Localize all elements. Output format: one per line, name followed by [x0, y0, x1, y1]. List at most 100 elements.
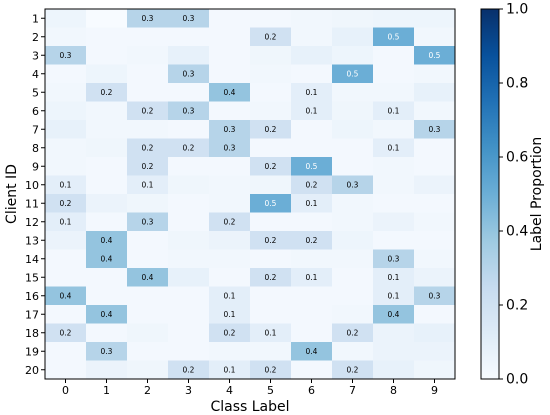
heatmap-cell [414, 64, 456, 84]
cell-value-label: 0.4 [101, 236, 113, 245]
heatmap-cell [373, 175, 415, 195]
heatmap-cell [332, 249, 374, 269]
heatmap-cell [86, 157, 128, 176]
heatmap-cell [291, 46, 333, 65]
heatmap-cell [45, 286, 87, 306]
heatmap-cell [414, 249, 456, 269]
heatmap-cell [414, 83, 456, 102]
heatmap-cell [332, 157, 374, 176]
x-tick-label: 3 [185, 384, 192, 397]
heatmap-cell [332, 64, 374, 84]
heatmap-cell [127, 27, 169, 47]
heatmap-cell [373, 231, 415, 250]
cell-value-label: 0.2 [60, 328, 72, 337]
heatmap-cell [86, 64, 128, 84]
cell-value-label: 0.3 [142, 217, 154, 226]
heatmap-cell [250, 194, 292, 213]
x-tick-label: 9 [431, 384, 438, 397]
heatmap-cell [86, 175, 128, 195]
heatmap-cell [373, 138, 415, 158]
heatmap-cell [127, 64, 169, 84]
heatmap-cell [250, 323, 292, 343]
heatmap-cell [332, 268, 374, 287]
heatmap-cell [291, 83, 333, 102]
heatmap-cell [332, 323, 374, 343]
heatmap-cell [250, 46, 292, 65]
heatmap-cell [127, 360, 169, 380]
cell-value-label: 0.2 [265, 365, 277, 374]
cell-value-label: 0.3 [60, 51, 72, 60]
cell-value-label: 0.1 [224, 310, 236, 319]
y-tick-label: 2 [32, 31, 39, 44]
cell-value-label: 0.3 [224, 143, 236, 152]
heatmap-cell [414, 342, 456, 361]
x-tick-label: 4 [226, 384, 233, 397]
heatmap-cell [291, 249, 333, 269]
heatmap-cell [332, 9, 374, 28]
heatmap-cell [373, 101, 415, 121]
heatmap-cell [291, 175, 333, 195]
heatmap-cell [373, 268, 415, 287]
heatmap-cell [209, 360, 251, 380]
heatmap-cell [86, 101, 128, 121]
heatmap-cell [45, 231, 87, 250]
cell-value-label: 0.3 [347, 180, 359, 189]
colorbar-ticks: 0.0 0.2 0.4 0.6 0.8 1.0 [499, 2, 528, 388]
heatmap-cell [209, 175, 251, 195]
cell-value-label: 0.3 [388, 254, 400, 263]
y-tick-label: 20 [25, 364, 39, 377]
heatmap-cell [291, 342, 333, 361]
cell-value-label: 0.3 [101, 347, 113, 356]
y-tick-label: 16 [25, 290, 39, 303]
heatmap-cell [168, 212, 210, 232]
heatmap-cell [45, 9, 87, 28]
heatmap-cell [86, 46, 128, 65]
heatmap-cell [168, 323, 210, 343]
heatmap-cell [373, 212, 415, 232]
heatmap-cell [332, 286, 374, 306]
cell-value-label: 0.3 [142, 14, 154, 23]
cell-value-label: 0.3 [429, 291, 441, 300]
heatmap-cell [209, 194, 251, 213]
heatmap-cell [414, 323, 456, 343]
heatmap-cell [291, 286, 333, 306]
cell-value-label: 0.2 [265, 162, 277, 171]
y-tick-label: 1 [32, 12, 39, 25]
heatmap-cell [373, 249, 415, 269]
heatmap-cell [45, 46, 87, 65]
heatmap-cell [332, 360, 374, 380]
heatmap-cell [250, 9, 292, 28]
heatmap-cell [45, 268, 87, 287]
heatmap-cell [250, 305, 292, 324]
heatmap-cell [209, 157, 251, 176]
heatmap-cell [291, 9, 333, 28]
heatmap-cell [45, 120, 87, 139]
heatmap-cell [332, 120, 374, 139]
heatmap-cell [168, 101, 210, 121]
y-tick-label: 6 [32, 105, 39, 118]
heatmap-cell [168, 120, 210, 139]
y-tick-label: 14 [25, 253, 39, 266]
heatmap-cell [127, 101, 169, 121]
heatmap-cell [414, 9, 456, 28]
heatmap-cell [373, 305, 415, 324]
heatmap-cell [250, 212, 292, 232]
heatmap-cell [86, 268, 128, 287]
heatmap-cell [373, 120, 415, 139]
heatmap-cell [45, 27, 87, 47]
y-tick-label: 17 [25, 308, 39, 321]
heatmap-cell [45, 323, 87, 343]
cell-value-label: 0.1 [306, 106, 318, 115]
heatmap-cell [332, 175, 374, 195]
heatmap-cell [86, 120, 128, 139]
heatmap-cell [414, 305, 456, 324]
colorbar [480, 8, 500, 380]
y-tick-label: 5 [32, 86, 39, 99]
cell-value-label: 0.2 [347, 365, 359, 374]
heatmap-cell [291, 212, 333, 232]
heatmap-cell [291, 323, 333, 343]
cell-value-label: 0.4 [60, 291, 72, 300]
x-tick-label: 7 [349, 384, 356, 397]
cell-value-label: 0.1 [388, 273, 400, 282]
